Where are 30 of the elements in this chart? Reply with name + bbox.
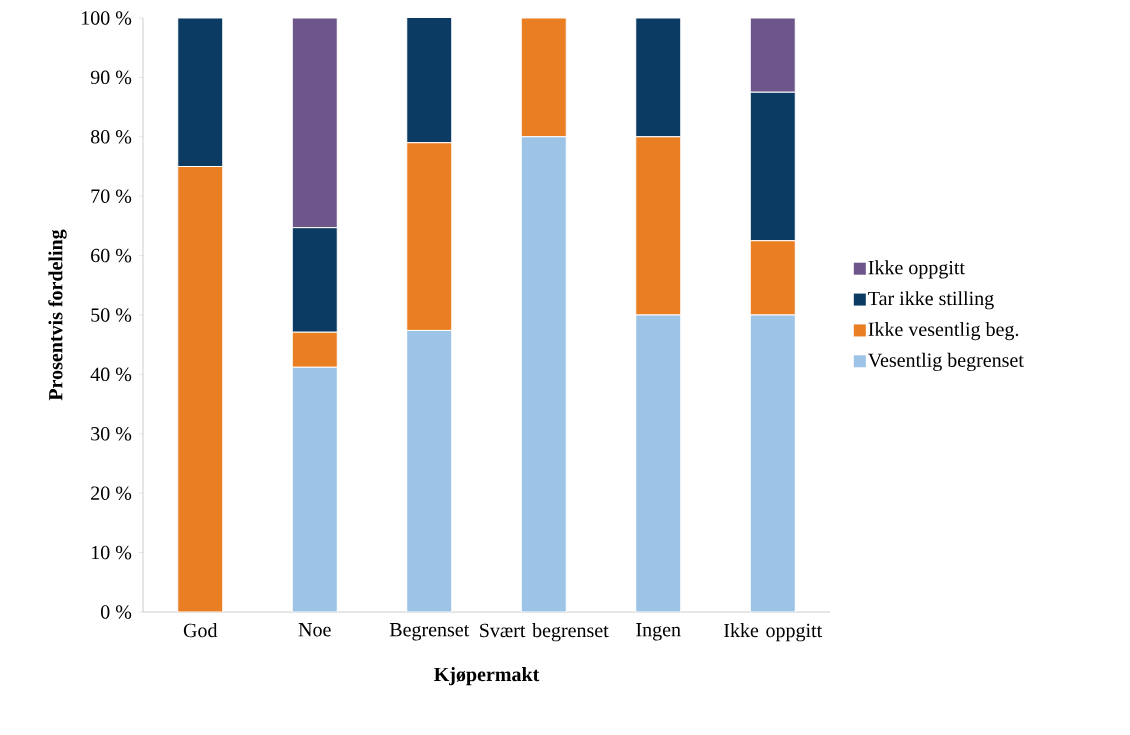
legend-label: Tar ikke stilling — [868, 291, 994, 310]
bar — [291, 17, 338, 229]
x-tick-label: Svært begrenset — [480, 623, 609, 642]
bar — [749, 17, 796, 93]
y-tick-label: 50 % — [91, 308, 132, 322]
y-tick-label: 30 % — [91, 427, 132, 441]
x-tick-label: Ikke oppgitt — [724, 623, 823, 642]
y-tick-label: 80 % — [90, 130, 132, 144]
bar — [520, 136, 567, 612]
legend-label: Ikke oppgitt — [868, 260, 965, 279]
y-tick-label: 0 % — [100, 605, 132, 619]
y-axis-title: Prosentvis fordeling — [48, 229, 67, 401]
bar — [635, 314, 682, 612]
y-tick-label: 10 % — [91, 545, 132, 560]
x-tick-label: Ingen — [636, 623, 681, 641]
x-axis-title: Kjøpermakt — [434, 667, 540, 686]
y-tick-label: 60 % — [91, 248, 132, 263]
y-tick-label: 100 % — [81, 11, 132, 25]
x-tick-label: God — [183, 623, 218, 638]
y-tick-label: 20 % — [91, 486, 132, 500]
legend-label: Ikke vesentlig beg. — [868, 321, 1019, 341]
bar — [749, 314, 796, 612]
x-tick-label: Begrenset — [389, 623, 470, 641]
x-tick-label: Noe — [298, 623, 331, 637]
y-tick-label: 70 % — [91, 189, 132, 203]
y-tick-label: 40 % — [90, 367, 132, 382]
bar — [291, 366, 338, 612]
y-tick-label: 90 % — [90, 70, 132, 85]
legend-label: Vesentlig begrenset — [868, 352, 1024, 372]
bar — [406, 329, 453, 612]
